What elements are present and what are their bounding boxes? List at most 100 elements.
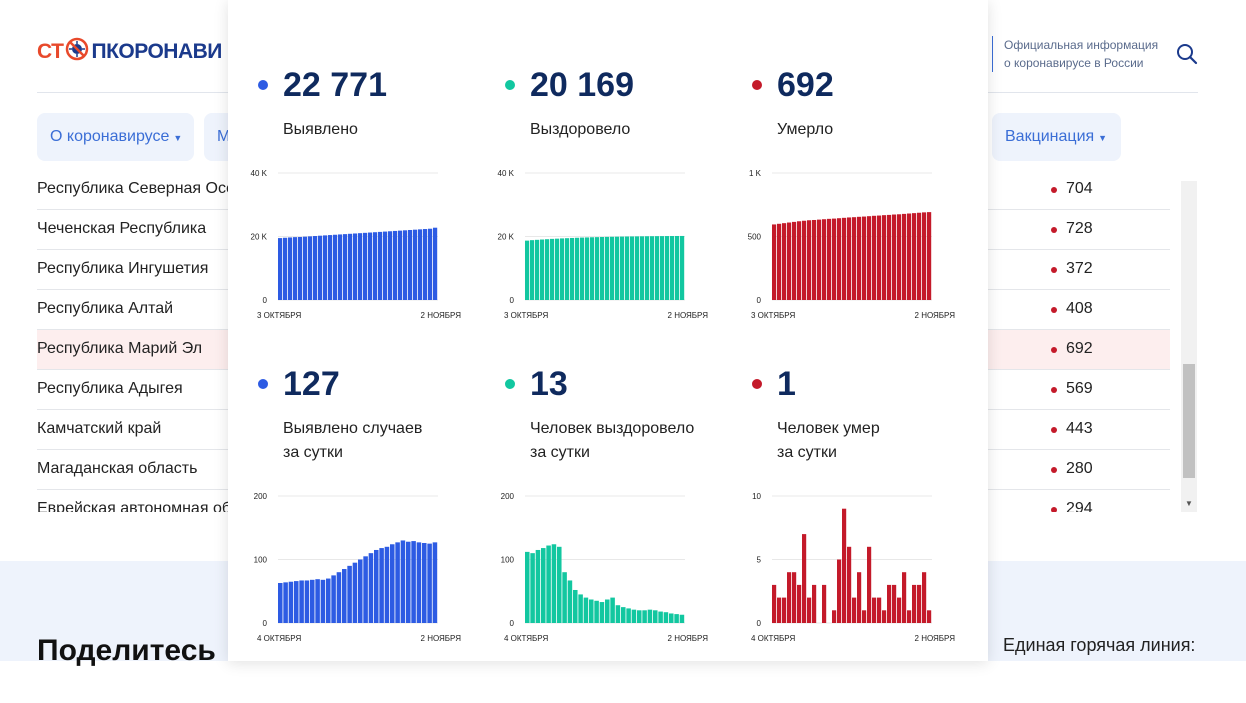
region-value: 280	[1066, 460, 1093, 477]
bar	[383, 231, 388, 300]
bar	[308, 236, 313, 300]
bar	[530, 553, 535, 623]
bar	[605, 236, 610, 300]
virus-stop-icon	[64, 36, 90, 68]
bar	[772, 584, 777, 623]
bar	[772, 224, 777, 300]
bar	[575, 237, 580, 300]
bar	[907, 610, 912, 623]
bar	[352, 562, 358, 623]
stat-value: 1	[777, 365, 796, 403]
bar	[827, 218, 832, 300]
bar	[333, 234, 338, 300]
bar	[680, 235, 685, 300]
stat-value: 13	[530, 365, 568, 403]
bar	[353, 233, 358, 300]
x-start-label: 3 ОКТЯБРЯ	[751, 311, 795, 320]
bar	[283, 582, 288, 623]
bar	[927, 212, 932, 300]
bar	[304, 580, 310, 623]
bar	[583, 597, 589, 623]
bar	[600, 237, 605, 300]
bar	[787, 572, 792, 623]
bar	[525, 551, 530, 623]
scroll-down-arrow-icon[interactable]: ▼	[1185, 499, 1193, 508]
bar	[645, 236, 650, 300]
y-tick-label: 200	[254, 492, 268, 501]
status-dot	[1051, 227, 1057, 233]
bar	[567, 580, 573, 623]
region-name: Республика Северная Осетия	[37, 181, 260, 197]
x-end-label: 2 НОЯБРЯ	[668, 634, 709, 643]
x-start-label: 4 ОКТЯБРЯ	[751, 634, 795, 643]
bar	[423, 229, 428, 300]
chevron-down-icon: ▼	[173, 133, 183, 143]
status-dot	[1051, 267, 1057, 273]
bar	[862, 216, 867, 300]
region-value: 569	[1066, 380, 1093, 397]
bar	[433, 227, 438, 300]
table-row[interactable]: Еврейская автономная область 294	[37, 490, 1170, 512]
search-icon[interactable]	[1175, 42, 1199, 71]
bar	[368, 232, 373, 300]
bar	[546, 545, 551, 623]
y-tick-label: 0	[263, 619, 268, 628]
x-end-label: 2 НОЯБРЯ	[668, 311, 709, 320]
bar	[323, 235, 328, 300]
table-scrollbar[interactable]: ▼	[1181, 181, 1197, 512]
bar	[298, 236, 303, 300]
status-dot	[1051, 387, 1057, 393]
bar	[390, 544, 395, 623]
status-dot	[1051, 307, 1057, 313]
bar	[655, 236, 660, 300]
stat-label: Человек выздоровело	[530, 420, 695, 437]
bar	[792, 221, 797, 300]
bar	[872, 215, 877, 300]
stat-dot	[752, 80, 762, 90]
y-tick-label: 0	[510, 619, 515, 628]
bar	[393, 230, 398, 300]
bar	[416, 542, 422, 623]
nav-about-coronavirus[interactable]: О коронавирусе ▼	[37, 113, 194, 161]
bar	[620, 236, 625, 300]
nav-about-coronavirus-label: О коронавирусе	[50, 128, 170, 145]
official-info-link[interactable]: Официальная информация о коронавирусе в …	[992, 36, 1158, 72]
stat-dot	[258, 80, 268, 90]
region-name: Чеченская Республика	[37, 220, 207, 237]
nav-vaccination[interactable]: Вакцинация ▼	[992, 113, 1121, 161]
region-name: Еврейская автономная область	[37, 500, 273, 512]
y-tick-label: 0	[757, 619, 762, 628]
bar	[585, 237, 590, 300]
region-value: 408	[1066, 300, 1093, 317]
bar	[817, 219, 822, 300]
stat-value: 20 169	[530, 66, 634, 104]
stat-label-line2: за сутки	[777, 444, 837, 461]
x-end-label: 2 НОЯБРЯ	[915, 634, 956, 643]
region-name: Республика Марий Эл	[37, 340, 203, 357]
bar	[336, 572, 342, 623]
bar	[902, 213, 907, 300]
bar	[610, 236, 615, 300]
bar	[807, 220, 812, 300]
bar	[660, 236, 665, 300]
y-tick-label: 5	[757, 556, 762, 565]
stat-value: 127	[283, 365, 340, 403]
logo-text-start: СТ	[37, 40, 64, 63]
bar	[374, 549, 379, 623]
bar	[388, 231, 393, 300]
bar	[912, 213, 917, 300]
region-value: 372	[1066, 260, 1093, 277]
bar	[872, 597, 877, 623]
bar	[378, 231, 383, 300]
bar	[777, 597, 782, 623]
bar	[892, 214, 897, 300]
site-logo[interactable]: СТ ПКОРОНАВИ	[37, 36, 222, 68]
stat-dot	[258, 379, 268, 389]
bar	[637, 610, 642, 623]
stat-label-line2: за сутки	[283, 444, 343, 461]
bar	[877, 215, 882, 300]
scrollbar-thumb[interactable]	[1183, 364, 1195, 478]
stat-label: Выявлено случаев	[283, 420, 423, 437]
bar	[610, 597, 615, 623]
bar	[787, 222, 792, 300]
